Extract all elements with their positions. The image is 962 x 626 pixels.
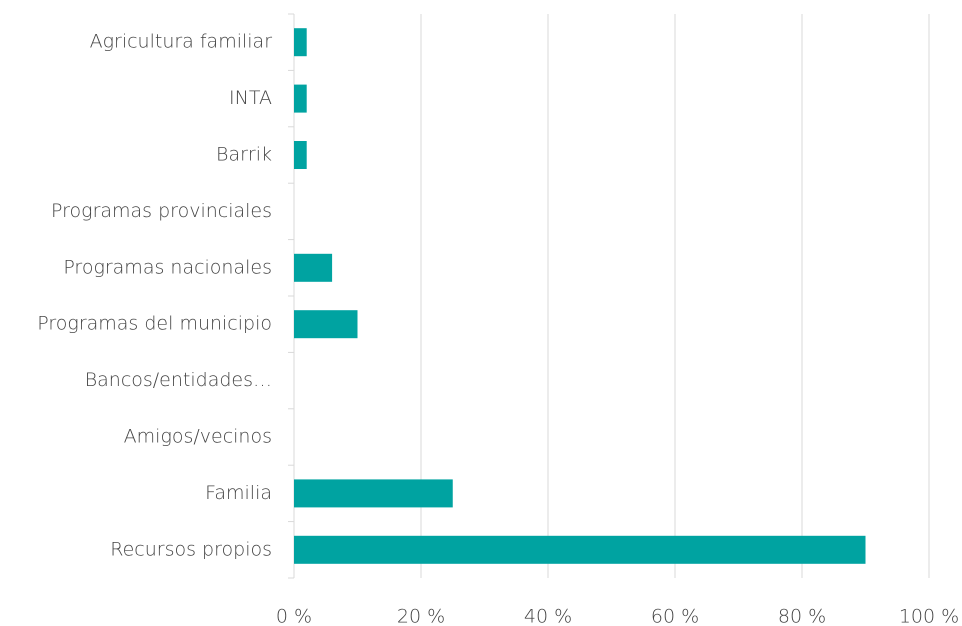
y-tick-label: Barrik	[216, 144, 272, 166]
y-tick-label: Bancos/entidades…	[85, 369, 272, 391]
y-tick-label: Programas provinciales	[51, 200, 272, 222]
x-tick-label: 20 %	[397, 606, 445, 626]
bar	[294, 141, 307, 169]
x-tick-label: 100 %	[899, 606, 959, 626]
y-tick-label: Familia	[205, 482, 272, 504]
x-tick-label: 60 %	[651, 606, 699, 626]
y-tick-label: INTA	[229, 87, 272, 109]
y-tick-label: Programas del municipio	[37, 313, 272, 335]
x-tick-label: 0 %	[276, 606, 312, 626]
bar	[294, 479, 453, 508]
y-tick-label: Agricultura familiar	[90, 31, 273, 53]
bar	[294, 535, 866, 564]
y-tick-label: Recursos propios	[110, 538, 272, 560]
y-tick-label: Amigos/vecinos	[124, 426, 272, 448]
bar	[294, 28, 307, 57]
y-tick-label: Programas nacionales	[63, 256, 272, 278]
bar	[294, 84, 307, 113]
bar	[294, 310, 358, 339]
x-tick-label: 80 %	[778, 606, 826, 626]
bar	[294, 253, 333, 282]
x-tick-label: 40 %	[524, 606, 572, 626]
